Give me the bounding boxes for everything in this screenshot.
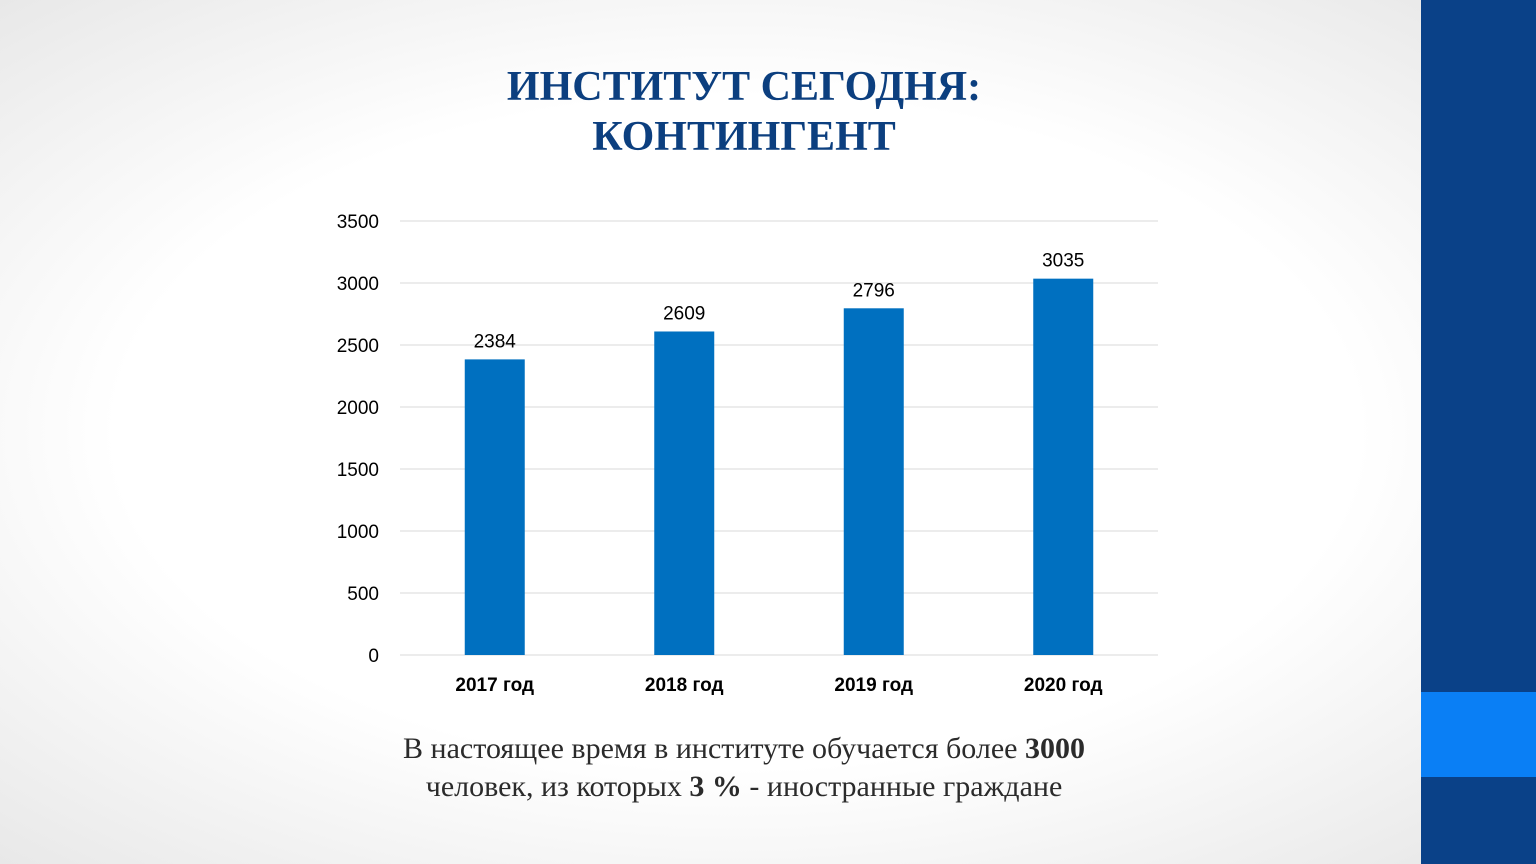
y-tick-label: 1500: [337, 460, 379, 481]
caption: В настоящее время в институте обучается …: [300, 730, 1188, 806]
data-label: 2609: [663, 303, 705, 324]
caption-line-2-text-a: человек, из которых: [425, 770, 690, 803]
bar-chart: 0 500 1000 1500 2000 2500 3000 3500 2384 2017 год…: [337, 212, 1158, 696]
y-tick-label: 0: [368, 646, 379, 667]
data-label: 2384: [474, 331, 517, 352]
slide-title-line-2: КОНТИНГЕНТ: [592, 114, 896, 160]
caption-line-1: В настоящее время в институте обучается …: [403, 732, 1085, 765]
caption-line-2: человек, из которых 3 % - иностранные гр…: [426, 770, 1063, 803]
x-category-label: 2018 год: [645, 675, 724, 696]
slide-title: ИНСТИТУТ СЕГОДНЯ: КОНТИНГЕНТ: [344, 62, 1144, 162]
bar: [654, 331, 715, 655]
x-category-label: 2017 год: [455, 675, 534, 696]
y-tick-label: 3500: [337, 212, 379, 233]
bar: [1033, 278, 1094, 655]
caption-line-2-bold: 3 %: [689, 770, 742, 803]
x-category-label: 2019 год: [834, 675, 913, 696]
data-label: 3035: [1042, 251, 1084, 272]
bar: [843, 308, 904, 655]
y-tick-label: 3000: [337, 274, 379, 295]
y-tick-label: 500: [347, 584, 379, 605]
y-tick-label: 2500: [337, 336, 379, 357]
caption-line-1-bold: 3000: [1024, 732, 1085, 765]
y-tick-label: 1000: [337, 522, 379, 543]
y-tick-label: 2000: [337, 398, 379, 419]
caption-line-1-text: В настоящее время в институте обучается …: [403, 732, 1025, 765]
x-category-label: 2020 год: [1024, 675, 1103, 696]
caption-line-2-text-b: - иностранные граждане: [741, 770, 1063, 803]
slide-title-line-1: ИНСТИТУТ СЕГОДНЯ:: [506, 64, 982, 110]
sidebar-accent-decoration: [1421, 692, 1536, 777]
data-label: 2796: [853, 280, 895, 301]
bar: [464, 359, 525, 655]
